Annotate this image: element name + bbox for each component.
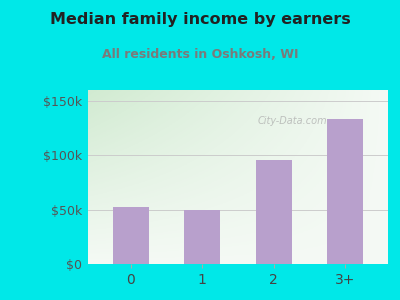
Bar: [327, 119, 363, 264]
Text: Median family income by earners: Median family income by earners: [50, 12, 350, 27]
Text: City-Data.com: City-Data.com: [257, 116, 327, 126]
Text: All residents in Oshkosh, WI: All residents in Oshkosh, WI: [102, 48, 298, 61]
Bar: [256, 160, 292, 264]
Bar: [113, 208, 149, 264]
Bar: [184, 210, 220, 264]
